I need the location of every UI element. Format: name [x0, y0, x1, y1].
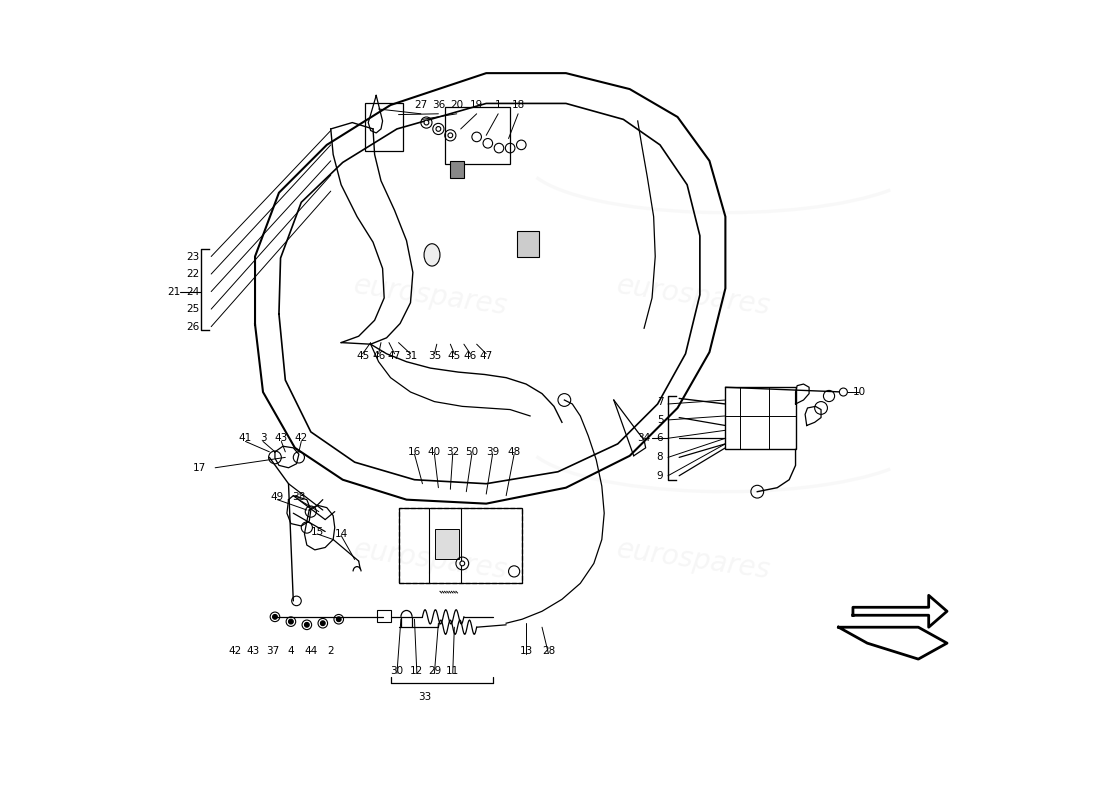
Text: 20: 20	[450, 100, 463, 110]
Bar	[450, 161, 464, 178]
Text: 24: 24	[186, 286, 199, 297]
Text: 9: 9	[657, 470, 663, 481]
Text: 30: 30	[390, 666, 404, 676]
Text: 14: 14	[334, 529, 348, 539]
Text: 38: 38	[293, 492, 306, 502]
Text: 21: 21	[167, 286, 180, 297]
Text: 31: 31	[404, 351, 417, 361]
Text: 4: 4	[287, 646, 294, 656]
Text: 48: 48	[507, 447, 520, 457]
Text: 8: 8	[657, 452, 663, 462]
Bar	[377, 610, 392, 622]
Text: 39: 39	[486, 447, 499, 457]
Text: 12: 12	[410, 666, 424, 676]
Bar	[365, 103, 404, 151]
Ellipse shape	[424, 244, 440, 266]
Text: eurospares: eurospares	[615, 534, 772, 584]
Text: eurospares: eurospares	[352, 272, 509, 321]
Text: 33: 33	[418, 691, 431, 702]
Text: 46: 46	[372, 351, 385, 361]
Text: 28: 28	[542, 646, 556, 656]
Text: 27: 27	[415, 100, 428, 110]
Bar	[398, 508, 522, 583]
Text: 13: 13	[519, 646, 532, 656]
Text: 6: 6	[657, 434, 663, 443]
Text: 43: 43	[246, 646, 260, 656]
Bar	[517, 231, 539, 257]
Text: 1: 1	[495, 100, 502, 110]
Text: 3: 3	[260, 434, 266, 443]
Circle shape	[424, 120, 429, 125]
Text: 41: 41	[239, 434, 252, 443]
Bar	[444, 106, 510, 164]
Bar	[398, 508, 522, 583]
Circle shape	[436, 126, 441, 131]
Bar	[436, 529, 459, 559]
Polygon shape	[838, 627, 947, 659]
Text: 37: 37	[266, 646, 279, 656]
Text: 2: 2	[328, 646, 334, 656]
Text: 49: 49	[271, 492, 284, 502]
Text: 23: 23	[186, 251, 199, 262]
Text: 10: 10	[852, 387, 866, 397]
Text: 29: 29	[428, 666, 441, 676]
Text: 35: 35	[428, 351, 441, 361]
Text: 42: 42	[229, 646, 242, 656]
Text: 36: 36	[432, 100, 446, 110]
Circle shape	[337, 617, 341, 622]
Text: 47: 47	[480, 351, 493, 361]
Text: 5: 5	[657, 415, 663, 425]
Polygon shape	[852, 595, 947, 627]
Text: 47: 47	[388, 351, 401, 361]
Text: 50: 50	[465, 447, 478, 457]
Text: 25: 25	[186, 304, 199, 314]
Text: 44: 44	[305, 646, 318, 656]
Circle shape	[305, 622, 309, 627]
Text: 40: 40	[428, 447, 441, 457]
Text: eurospares: eurospares	[615, 272, 772, 321]
Circle shape	[839, 388, 847, 396]
Text: 42: 42	[295, 434, 308, 443]
Text: 32: 32	[447, 447, 460, 457]
Text: 43: 43	[275, 434, 288, 443]
Text: 46: 46	[464, 351, 477, 361]
Bar	[725, 387, 795, 450]
Text: 16: 16	[408, 447, 421, 457]
Text: 26: 26	[186, 322, 199, 332]
Circle shape	[288, 619, 294, 624]
Text: 45: 45	[356, 351, 370, 361]
Text: 17: 17	[192, 462, 206, 473]
Text: 15: 15	[310, 526, 323, 537]
Text: 11: 11	[447, 666, 460, 676]
Text: 7: 7	[657, 397, 663, 406]
Text: 45: 45	[448, 351, 461, 361]
Circle shape	[320, 621, 326, 626]
Text: eurospares: eurospares	[352, 534, 509, 584]
Text: 19: 19	[470, 100, 483, 110]
Circle shape	[273, 614, 277, 619]
Text: 34: 34	[637, 434, 651, 443]
Circle shape	[448, 133, 453, 138]
Circle shape	[460, 561, 464, 566]
Text: 22: 22	[186, 269, 199, 279]
Text: 18: 18	[512, 100, 525, 110]
